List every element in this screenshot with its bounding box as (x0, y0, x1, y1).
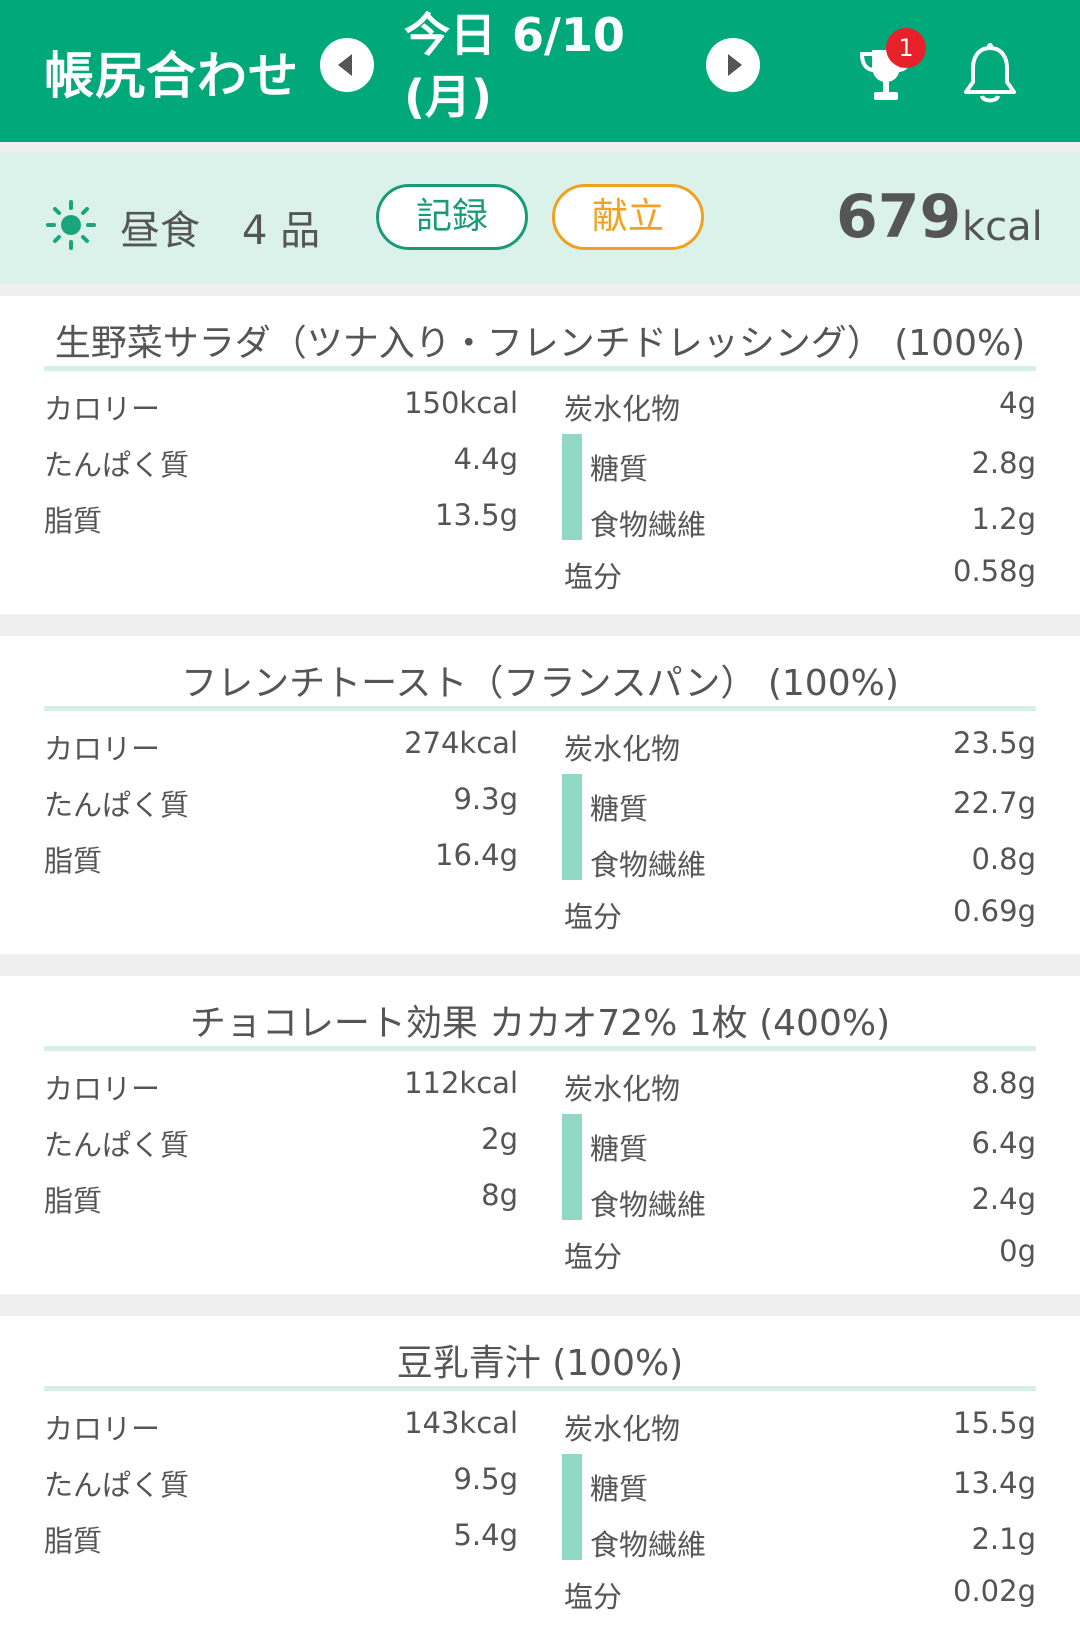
sugar-value: 6.4g (971, 1126, 1036, 1160)
carb-breakdown-bar (562, 434, 582, 540)
salt-value: 0.02g (953, 1574, 1036, 1608)
carbs-label: 炭水化物 (564, 392, 681, 426)
calorie-value: 274kcal (404, 726, 518, 760)
carb-breakdown-bar (562, 774, 582, 880)
card-divider (44, 1386, 1036, 1391)
protein-value: 9.5g (453, 1462, 518, 1496)
carb-breakdown-bar (562, 1114, 582, 1220)
app-header: 帳尻合わせ 今日 6/10 (月) 1 (0, 0, 1080, 142)
meal-kcal-value: 679 (836, 182, 962, 252)
food-card[interactable]: フレンチトースト（フランスパン） (100%) カロリー 274kcal たんぱ… (0, 636, 1080, 954)
card-divider (44, 1046, 1036, 1051)
fat-label: 脂質 (44, 1184, 103, 1218)
carbs-value: 15.5g (953, 1406, 1036, 1440)
sugar-label: 糖質 (590, 1132, 649, 1166)
carbs-label: 炭水化物 (564, 1412, 681, 1446)
protein-value: 9.3g (453, 782, 518, 816)
carbs-label: 炭水化物 (564, 1072, 681, 1106)
app-title: 帳尻合わせ (44, 47, 299, 105)
food-title: 生野菜サラダ（ツナ入り・フレンチドレッシング） (100%) (54, 323, 1026, 364)
sugar-value: 2.8g (971, 446, 1036, 480)
food-card[interactable]: 豆乳青汁 (100%) カロリー 143kcal たんぱく質 9.5g 脂質 5… (0, 1316, 1080, 1629)
menu-button[interactable]: 献立 (552, 184, 704, 250)
meal-item-count: 4 品 (242, 208, 321, 254)
card-divider (44, 706, 1036, 711)
prev-day-button[interactable] (320, 38, 374, 92)
fiber-value: 2.4g (971, 1182, 1036, 1216)
food-title: 豆乳青汁 (100%) (396, 1343, 684, 1384)
fiber-value: 1.2g (971, 502, 1036, 536)
salt-value: 0.69g (953, 894, 1036, 928)
carb-breakdown-bar (562, 1454, 582, 1560)
fat-label: 脂質 (44, 504, 103, 538)
fiber-label: 食物繊維 (590, 1528, 707, 1562)
carbs-value: 8.8g (971, 1066, 1036, 1100)
protein-value: 4.4g (453, 442, 518, 476)
sun-icon (46, 200, 96, 250)
fat-label: 脂質 (44, 1524, 103, 1558)
sugar-label: 糖質 (590, 792, 649, 826)
date-line-1: 今日 6/10 (404, 8, 625, 62)
fat-value: 16.4g (435, 838, 518, 872)
fiber-value: 2.1g (971, 1522, 1036, 1556)
carbs-value: 4g (999, 386, 1036, 420)
meal-summary-bar: 昼食 4 品 記録 献立 679 kcal (0, 152, 1080, 284)
chevron-right-icon (728, 54, 742, 76)
food-title: チョコレート効果 カカオ72% 1枚 (400%) (189, 1003, 891, 1044)
meal-kcal-unit: kcal (962, 204, 1043, 250)
fat-value: 8g (481, 1178, 518, 1212)
sugar-label: 糖質 (590, 452, 649, 486)
fiber-value: 0.8g (971, 842, 1036, 876)
protein-label: たんぱく質 (44, 788, 190, 822)
salt-label: 塩分 (564, 900, 623, 934)
fiber-label: 食物繊維 (590, 848, 707, 882)
calorie-label: カロリー (44, 392, 161, 426)
carbs-label: 炭水化物 (564, 732, 681, 766)
salt-label: 塩分 (564, 1580, 623, 1614)
calorie-label: カロリー (44, 1072, 161, 1106)
protein-value: 2g (481, 1122, 518, 1156)
food-card[interactable]: チョコレート効果 カカオ72% 1枚 (400%) カロリー 112kcal た… (0, 976, 1080, 1294)
calorie-value: 143kcal (404, 1406, 518, 1440)
next-day-button[interactable] (706, 38, 760, 92)
food-title: フレンチトースト（フランスパン） (100%) (181, 663, 899, 704)
sugar-value: 22.7g (953, 786, 1036, 820)
salt-value: 0g (999, 1234, 1036, 1268)
fat-label: 脂質 (44, 844, 103, 878)
protein-label: たんぱく質 (44, 1128, 190, 1162)
fiber-label: 食物繊維 (590, 508, 707, 542)
sugar-label: 糖質 (590, 1472, 649, 1506)
sugar-value: 13.4g (953, 1466, 1036, 1500)
salt-label: 塩分 (564, 1240, 623, 1274)
calorie-label: カロリー (44, 1412, 161, 1446)
bell-icon[interactable] (960, 42, 1020, 108)
calorie-value: 112kcal (404, 1066, 518, 1100)
protein-label: たんぱく質 (44, 448, 190, 482)
date-label[interactable]: 今日 6/10 (月) (404, 4, 684, 128)
food-card[interactable]: 生野菜サラダ（ツナ入り・フレンチドレッシング） (100%) カロリー 150k… (0, 296, 1080, 614)
notification-badge: 1 (886, 28, 926, 68)
chevron-left-icon (338, 54, 352, 76)
fat-value: 13.5g (435, 498, 518, 532)
card-divider (44, 366, 1036, 371)
calorie-value: 150kcal (404, 386, 518, 420)
salt-value: 0.58g (953, 554, 1036, 588)
carbs-value: 23.5g (953, 726, 1036, 760)
fiber-label: 食物繊維 (590, 1188, 707, 1222)
record-button[interactable]: 記録 (376, 184, 528, 250)
protein-label: たんぱく質 (44, 1468, 190, 1502)
fat-value: 5.4g (453, 1518, 518, 1552)
calorie-label: カロリー (44, 732, 161, 766)
date-line-2: (月) (404, 70, 493, 124)
salt-label: 塩分 (564, 560, 623, 594)
meal-name: 昼食 (120, 208, 200, 254)
